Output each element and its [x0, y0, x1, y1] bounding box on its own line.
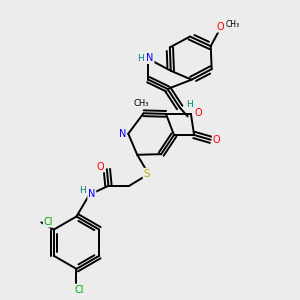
Text: N: N — [146, 53, 154, 63]
Text: N: N — [88, 189, 95, 199]
Text: H: H — [80, 186, 86, 195]
Text: CH₃: CH₃ — [133, 99, 149, 108]
Text: N: N — [119, 129, 126, 139]
Text: O: O — [217, 22, 224, 32]
Text: O: O — [97, 162, 104, 172]
Text: H: H — [186, 100, 193, 109]
Text: O: O — [194, 108, 202, 118]
Text: H: H — [137, 54, 144, 63]
Text: O: O — [213, 135, 220, 145]
Text: CH₃: CH₃ — [225, 20, 239, 29]
Text: Cl: Cl — [44, 217, 53, 227]
Text: S: S — [143, 169, 150, 178]
Text: Cl: Cl — [75, 285, 84, 295]
